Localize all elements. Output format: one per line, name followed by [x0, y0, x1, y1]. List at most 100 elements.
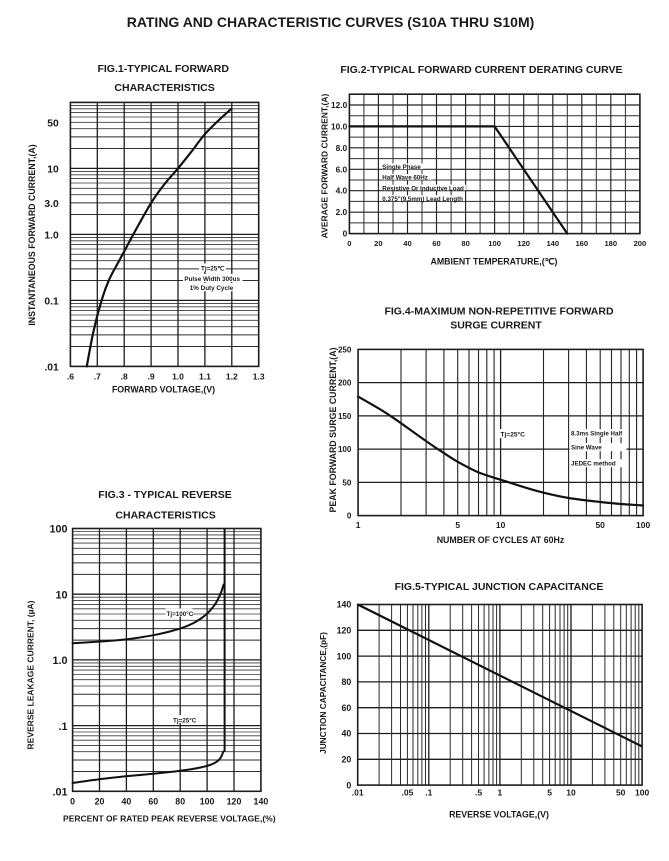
svg-text:.01: .01: [352, 788, 364, 798]
svg-text:Tj=100°C: Tj=100°C: [167, 610, 194, 618]
svg-text:0.375"(9.5mm) Lead Length: 0.375"(9.5mm) Lead Length: [382, 196, 463, 203]
svg-text:4.0: 4.0: [336, 186, 348, 196]
svg-text:PERCENT OF RATED PEAK REVERSE: PERCENT OF RATED PEAK REVERSE VOLTAGE,(%…: [63, 814, 276, 824]
svg-text:10: 10: [496, 520, 506, 530]
svg-text:50: 50: [616, 788, 626, 798]
svg-text:FIG.1-TYPICAL FORWARD: FIG.1-TYPICAL FORWARD: [97, 63, 229, 75]
svg-text:50: 50: [47, 119, 59, 130]
svg-text:PEAK FORWARD SURGE CURRENT,(A): PEAK FORWARD SURGE CURRENT,(A): [328, 347, 338, 512]
svg-text:Half Wave 60Hz: Half Wave 60Hz: [382, 175, 428, 182]
svg-text:50: 50: [595, 520, 605, 530]
svg-text:0: 0: [347, 239, 351, 248]
svg-text:120: 120: [227, 797, 242, 807]
svg-text:100: 100: [200, 797, 215, 807]
svg-text:100: 100: [49, 524, 67, 536]
svg-text:120: 120: [337, 626, 352, 636]
svg-text:1: 1: [356, 520, 361, 530]
svg-text:FIG.4-MAXIMUM NON-REPETITIVE F: FIG.4-MAXIMUM NON-REPETITIVE FORWARD: [384, 306, 613, 318]
svg-text:.01: .01: [52, 787, 67, 799]
svg-text:.01: .01: [44, 363, 59, 374]
svg-text:Tj=25℃: Tj=25℃: [201, 266, 224, 273]
svg-text:REVERSE VOLTAGE,(V): REVERSE VOLTAGE,(V): [449, 810, 549, 820]
svg-text:60: 60: [432, 239, 440, 248]
svg-text:0: 0: [70, 797, 75, 807]
svg-text:60: 60: [342, 703, 352, 713]
svg-text:AMBIENT TEMPERATURE,(℃): AMBIENT TEMPERATURE,(℃): [430, 257, 557, 267]
svg-text:CHARACTERISTICS: CHARACTERISTICS: [115, 509, 215, 521]
svg-text:0: 0: [346, 780, 351, 790]
svg-text:.05: .05: [401, 788, 413, 798]
svg-text:250: 250: [338, 345, 352, 354]
svg-text:140: 140: [254, 797, 269, 807]
svg-text:40: 40: [403, 239, 411, 248]
svg-text:0: 0: [347, 512, 352, 521]
svg-text:2.0: 2.0: [336, 207, 348, 217]
svg-text:20: 20: [342, 755, 352, 765]
svg-text:.5: .5: [475, 788, 482, 798]
svg-text:160: 160: [575, 239, 588, 248]
svg-text:1.1: 1.1: [199, 372, 211, 382]
svg-text:100: 100: [635, 788, 649, 798]
svg-text:6.0: 6.0: [336, 164, 348, 174]
svg-text:150: 150: [338, 412, 352, 421]
svg-text:INSTANTANEOUS FORWARD CURRENT,: INSTANTANEOUS FORWARD CURRENT,(A): [27, 144, 37, 325]
svg-text:200: 200: [634, 239, 647, 248]
svg-text:60: 60: [148, 797, 158, 807]
svg-text:FORWARD VOLTAGE,(V): FORWARD VOLTAGE,(V): [112, 385, 215, 395]
svg-text:FIG.3 - TYPICAL REVERSE: FIG.3 - TYPICAL REVERSE: [98, 489, 231, 501]
svg-text:1.0: 1.0: [52, 655, 67, 667]
svg-text:100: 100: [338, 445, 352, 454]
svg-text:REVERSE LEAKAGE CURRENT, (µA): REVERSE LEAKAGE CURRENT, (µA): [26, 600, 36, 749]
svg-text:10: 10: [47, 165, 59, 176]
svg-text:10.0: 10.0: [331, 121, 348, 131]
svg-text:Single Phase: Single Phase: [382, 164, 421, 171]
svg-text:.1: .1: [425, 788, 432, 798]
svg-text:.1: .1: [58, 721, 67, 733]
svg-text:40: 40: [342, 729, 352, 739]
svg-text:8.0: 8.0: [336, 143, 348, 153]
svg-text:.9: .9: [148, 372, 155, 382]
svg-text:1.2: 1.2: [226, 372, 238, 382]
svg-text:20: 20: [374, 239, 382, 248]
svg-text:100: 100: [337, 651, 352, 661]
svg-text:3.0: 3.0: [44, 199, 59, 210]
svg-text:Tj=25°C: Tj=25°C: [173, 717, 197, 725]
svg-text:10: 10: [566, 788, 576, 798]
svg-text:1.3: 1.3: [253, 372, 265, 382]
svg-text:50: 50: [342, 478, 351, 487]
svg-text:JEDEC method: JEDEC method: [571, 461, 616, 468]
svg-text:8.3ms Single Half: 8.3ms Single Half: [571, 431, 623, 438]
svg-text:200: 200: [338, 379, 352, 388]
svg-text:5: 5: [547, 788, 552, 798]
svg-text:Pulse Width 300us: Pulse Width 300us: [184, 276, 240, 283]
svg-text:80: 80: [342, 677, 352, 687]
svg-text:12.0: 12.0: [331, 100, 348, 110]
svg-text:40: 40: [122, 797, 132, 807]
svg-text:1.0: 1.0: [172, 372, 184, 382]
svg-text:0: 0: [343, 229, 348, 239]
svg-text:1: 1: [498, 788, 503, 798]
svg-text:80: 80: [461, 239, 469, 248]
svg-text:100: 100: [636, 520, 650, 530]
svg-text:0.1: 0.1: [44, 297, 59, 308]
svg-text:.8: .8: [121, 372, 128, 382]
svg-text:140: 140: [337, 600, 352, 610]
svg-text:.6: .6: [67, 372, 74, 382]
svg-text:FIG.5-TYPICAL JUNCTION CAPACIT: FIG.5-TYPICAL JUNCTION CAPACITANCE: [395, 581, 604, 593]
svg-text:100: 100: [488, 239, 501, 248]
svg-text:120: 120: [517, 239, 530, 248]
svg-text:1% Duty Cycle: 1% Duty Cycle: [190, 285, 234, 292]
svg-text:SURGE CURRENT: SURGE CURRENT: [450, 319, 542, 331]
svg-text:180: 180: [604, 239, 617, 248]
svg-text:JUNCTION CAPACITANCE,(pF): JUNCTION CAPACITANCE,(pF): [318, 632, 328, 754]
svg-text:Sine Wave: Sine Wave: [571, 445, 602, 452]
svg-text:FIG.2-TYPICAL FORWARD CURRENT: FIG.2-TYPICAL FORWARD CURRENT DERATING C…: [340, 64, 622, 76]
svg-text:20: 20: [95, 797, 105, 807]
svg-text:5: 5: [455, 520, 460, 530]
svg-text:CHARACTERISTICS: CHARACTERISTICS: [114, 82, 214, 94]
svg-text:AVERAGE FORWARD CURRENT,(A): AVERAGE FORWARD CURRENT,(A): [320, 94, 330, 239]
svg-text:140: 140: [546, 239, 559, 248]
svg-text:Tj=25°C: Tj=25°C: [501, 431, 526, 439]
svg-text:1.0: 1.0: [44, 231, 59, 242]
svg-text:NUMBER OF CYCLES AT 60Hz: NUMBER OF CYCLES AT 60Hz: [437, 535, 565, 545]
